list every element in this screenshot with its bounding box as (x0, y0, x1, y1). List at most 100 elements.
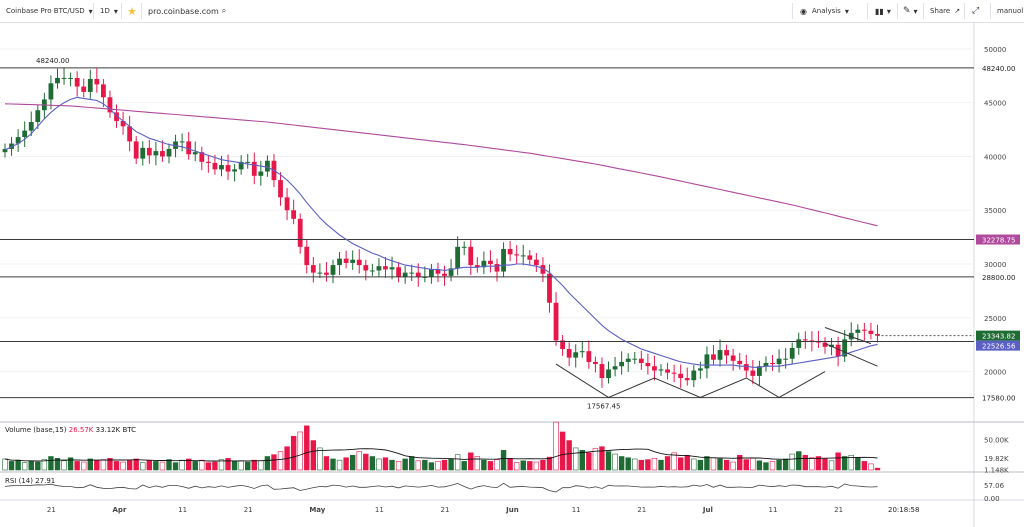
volume-bar (841, 456, 848, 471)
volume-bar (599, 446, 605, 471)
volume-bar (343, 457, 349, 471)
chart-type-button[interactable]: ▮▮ ▾ (875, 0, 891, 22)
url-link[interactable]: pro.coinbase.com ⌕ (148, 0, 226, 22)
candle-body (186, 141, 192, 155)
candle-body (389, 267, 395, 270)
level-price-box (976, 392, 1020, 403)
volume-bar (317, 447, 323, 471)
high-annotation: 48240.00 (36, 57, 69, 65)
volume-bar (874, 467, 881, 471)
candle-body (383, 266, 388, 270)
candle-body (593, 361, 598, 365)
candle-body (645, 362, 651, 367)
volume-bar (723, 459, 730, 471)
candle-body (310, 265, 316, 273)
volume-bar (454, 454, 461, 471)
candle-body (74, 77, 80, 87)
volume-bar (481, 459, 487, 471)
candle-body (28, 122, 34, 131)
interval-selector[interactable]: 1D ▾ (100, 0, 118, 22)
volume-bar (107, 458, 113, 471)
candle-body (494, 264, 500, 272)
candle-body (579, 351, 585, 353)
volume-bar (507, 458, 513, 471)
level-price-label: 28800.00 (982, 274, 1015, 282)
level-price-label: 48240.00 (982, 65, 1015, 73)
volume-bar (835, 452, 841, 471)
candle-body (783, 358, 789, 360)
volume-bar (41, 459, 48, 471)
candle-body (652, 366, 657, 371)
star-icon[interactable]: ★ (127, 4, 137, 18)
candle-body (199, 152, 205, 162)
candle-body (750, 370, 756, 376)
level-price-box (976, 62, 1020, 73)
candle-body (809, 340, 815, 342)
candle-body (684, 378, 690, 381)
candle-body (245, 161, 251, 163)
volume-bar (264, 456, 271, 471)
volume-bar (756, 460, 763, 471)
volume-bar (658, 459, 664, 471)
level-price-box (976, 234, 1020, 245)
volume-bar (474, 456, 481, 471)
symbol-selector[interactable]: Coinbase Pro BTC/USD ▾ (6, 0, 93, 22)
volume-bar (710, 457, 717, 471)
ma200-line (4, 103, 878, 227)
volume-pane: Volume (base,15) 26.57K 33.12K BTC (2, 421, 881, 471)
candle-body (114, 112, 119, 121)
volume-bar (822, 458, 828, 471)
candle-body (133, 141, 139, 159)
pencil-icon: ✎ (903, 6, 911, 16)
candle-body (225, 165, 231, 172)
fullscreen-icon[interactable]: ⤢ (972, 6, 980, 16)
volume-bar (586, 452, 592, 471)
volume-bar (618, 456, 625, 471)
volume-ma-line (4, 448, 878, 462)
volume-bar (363, 453, 369, 471)
volume-bar (684, 454, 690, 471)
candle-body (376, 266, 382, 271)
candle-body (468, 246, 474, 266)
candle-body (55, 77, 60, 84)
volume-bar (8, 461, 15, 471)
rsi-legend-label: RSI (14) (5, 477, 35, 485)
volume-bar (487, 461, 494, 471)
price-tick-label: 45000 (984, 100, 1006, 108)
candle-body (212, 162, 218, 170)
volume-bar (199, 459, 205, 471)
draw-button[interactable]: ✎ ▾ (903, 0, 918, 22)
candle-body (297, 218, 303, 247)
share-button[interactable]: Share ↗ (930, 0, 960, 22)
candle-body (527, 255, 533, 260)
volume-bar (566, 440, 572, 471)
volume-bar (81, 461, 87, 471)
user-name[interactable]: manuol (997, 7, 1024, 15)
volume-bar (415, 460, 421, 471)
volume-bar (172, 462, 179, 471)
candle-body (730, 355, 736, 361)
volume-bar (743, 459, 749, 471)
price-chart[interactable]: Volume (base,15) 26.57K 33.12K BTC RSI (… (0, 22, 1024, 527)
candle-body (304, 246, 310, 266)
volume-bar (146, 460, 153, 471)
volume-bar (126, 459, 133, 471)
volume-bar (185, 458, 192, 471)
volume-bar (500, 450, 507, 471)
analysis-label: Analysis (811, 7, 841, 15)
head-shoulders-pattern (555, 363, 826, 398)
volume-bar (638, 459, 645, 471)
candle-body (770, 362, 775, 365)
candle-body (48, 83, 54, 100)
candle-body (265, 160, 270, 172)
volume-bar (231, 461, 238, 471)
analysis-button[interactable]: ◉ Analysis ▾ (800, 0, 849, 22)
volume-bar (677, 457, 684, 471)
volume-bar (769, 461, 776, 471)
candle-body (691, 370, 697, 381)
candle-body (278, 180, 283, 198)
rsi-tick-label: 57.06 (984, 482, 1005, 490)
candle-body (232, 169, 237, 172)
rsi-legend-value: 27.91 (35, 477, 55, 485)
volume-bar (422, 459, 428, 471)
